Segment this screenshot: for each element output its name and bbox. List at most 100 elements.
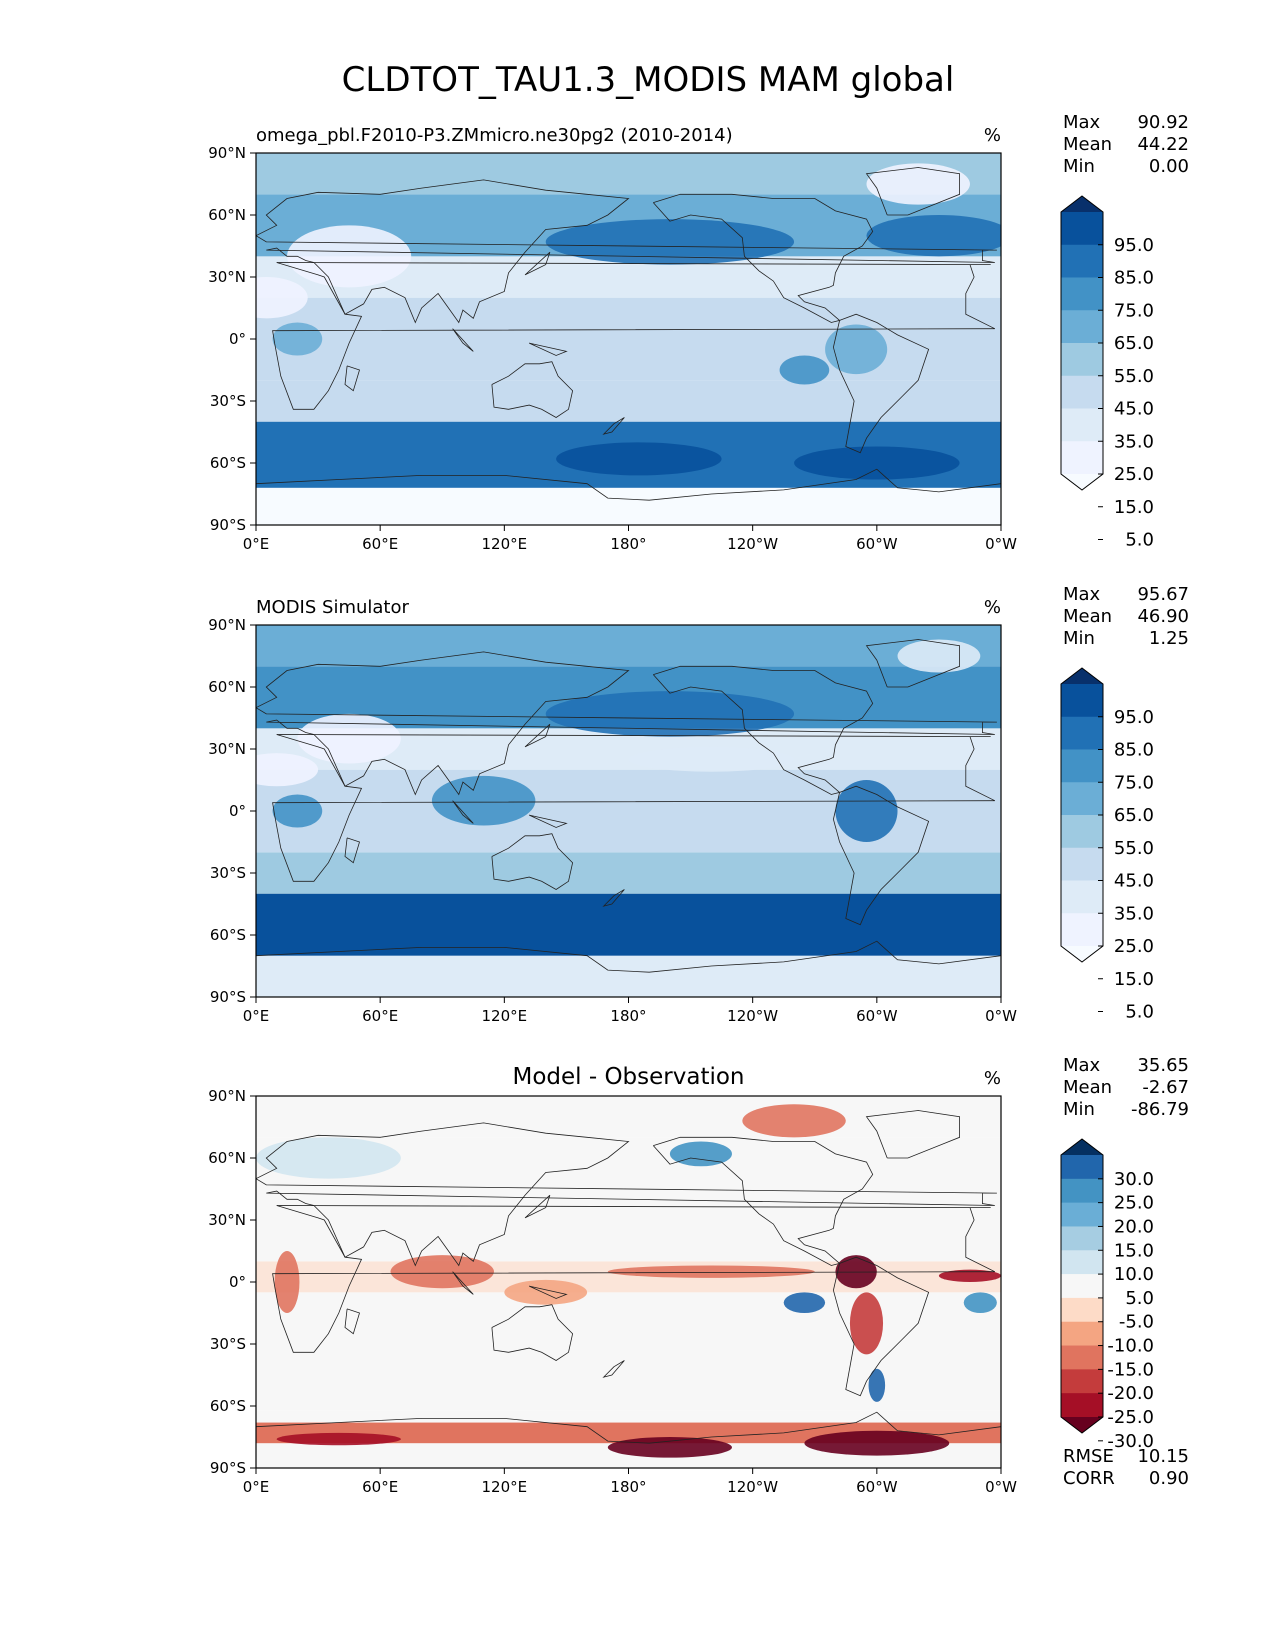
coastline bbox=[256, 179, 997, 324]
coastline bbox=[344, 365, 360, 392]
x-tick-label: 120°E bbox=[482, 1478, 528, 1496]
colorbar-tick-label: 45.0 bbox=[1114, 399, 1154, 420]
coastline bbox=[272, 734, 995, 882]
coastline bbox=[832, 1256, 930, 1397]
field-band bbox=[256, 297, 1001, 381]
coastline bbox=[272, 1205, 995, 1353]
colorbar-tick-label: 55.0 bbox=[1114, 366, 1154, 387]
field-feature bbox=[272, 322, 323, 356]
field-feature bbox=[835, 780, 898, 842]
coastline bbox=[529, 342, 568, 356]
field-band bbox=[256, 625, 1001, 667]
x-tick-label: 0°W bbox=[985, 1478, 1017, 1496]
field-feature bbox=[868, 1368, 886, 1402]
x-tick-label: 180° bbox=[610, 535, 646, 553]
coastline bbox=[256, 651, 997, 796]
coastline bbox=[524, 251, 551, 276]
y-tick-label: 30°S bbox=[210, 864, 246, 882]
coastline bbox=[256, 1411, 1001, 1444]
y-tick-label: 0° bbox=[229, 802, 246, 820]
colorbar-tick-label: 10.0 bbox=[1114, 1264, 1154, 1285]
colorbar-segment bbox=[1061, 474, 1103, 490]
map-field bbox=[256, 153, 1001, 525]
stat-label: Mean bbox=[1063, 134, 1112, 155]
stat-value: 90.92 bbox=[1137, 112, 1189, 133]
colorbar-segment bbox=[1061, 1297, 1103, 1323]
colorbar-tick-label: 15.0 bbox=[1114, 497, 1154, 518]
field-feature bbox=[835, 1255, 877, 1289]
field-feature bbox=[504, 1279, 588, 1305]
colorbar-tick-label: 25.0 bbox=[1114, 936, 1154, 957]
x-tick-label: 60°W bbox=[856, 1007, 898, 1025]
stat-value: 35.65 bbox=[1137, 1055, 1189, 1076]
field-feature bbox=[390, 1255, 494, 1289]
field-band bbox=[256, 487, 1001, 525]
coastline bbox=[653, 193, 874, 323]
field-band bbox=[256, 1292, 1001, 1411]
coastline bbox=[272, 262, 995, 410]
coastline bbox=[832, 313, 930, 454]
field-feature bbox=[849, 1292, 884, 1355]
colorbar-segment bbox=[1061, 310, 1103, 344]
colorbar-tick-label: 65.0 bbox=[1114, 333, 1154, 354]
x-tick-label: 120°W bbox=[727, 1007, 778, 1025]
colorbar-segment bbox=[1061, 1393, 1103, 1418]
colorbar-segment bbox=[1061, 1321, 1103, 1347]
y-tick-label: 60°S bbox=[210, 454, 246, 472]
y-tick-label: 0° bbox=[229, 1273, 246, 1291]
colorbar-segment bbox=[1061, 277, 1103, 311]
colorbar-tick-label: 85.0 bbox=[1114, 740, 1154, 761]
panel-subtitle: omega_pbl.F2010-P3.ZMmicro.ne30pg2 (2010… bbox=[256, 125, 733, 146]
x-tick-label: 0°E bbox=[243, 1007, 270, 1025]
field-band bbox=[256, 1410, 1001, 1423]
stat-label: Max bbox=[1063, 1055, 1101, 1076]
x-tick-label: 60°E bbox=[362, 1478, 398, 1496]
colorbar-tick-label: 65.0 bbox=[1114, 805, 1154, 826]
field-band bbox=[256, 893, 1001, 956]
colorbar-segment bbox=[1061, 1369, 1103, 1394]
x-tick-label: 0°E bbox=[243, 1478, 270, 1496]
x-tick-label: 120°W bbox=[727, 535, 778, 553]
colorbar-tick-label: 25.0 bbox=[1114, 1193, 1154, 1214]
colorbar-segment bbox=[1061, 196, 1103, 212]
colorbar-segment bbox=[1061, 244, 1103, 278]
stat-label: Max bbox=[1063, 112, 1101, 133]
field-feature bbox=[276, 1432, 401, 1446]
coastline bbox=[256, 940, 1001, 973]
field-feature bbox=[256, 277, 308, 319]
coastline bbox=[256, 468, 1001, 501]
y-tick-label: 90°N bbox=[208, 616, 246, 634]
colorbar-tick-label: 5.0 bbox=[1125, 1288, 1154, 1309]
coastline bbox=[491, 833, 574, 890]
colorbar-segment bbox=[1061, 1155, 1103, 1180]
coastline bbox=[491, 1304, 574, 1361]
panel-subtitle: MODIS Simulator bbox=[256, 597, 409, 618]
colorbar-segment bbox=[1061, 684, 1103, 718]
colorbar-tick-label: 5.0 bbox=[1125, 530, 1154, 551]
coastline bbox=[865, 1110, 960, 1159]
stat-value: 10.15 bbox=[1137, 1446, 1189, 1467]
coastline bbox=[256, 1122, 997, 1267]
field-feature bbox=[866, 215, 1001, 257]
panel-1: 0°E 60°E 120°E 180° 120°W 60°W 0°W 90°N 60°N 30°N… bbox=[208, 112, 1189, 553]
colorbar-segment bbox=[1061, 375, 1103, 409]
x-tick-label: 60°E bbox=[362, 1007, 398, 1025]
colorbar-segment bbox=[1061, 913, 1103, 947]
field-band bbox=[256, 1096, 1001, 1138]
x-tick-label: 0°W bbox=[985, 1007, 1017, 1025]
field-feature bbox=[938, 1269, 1001, 1283]
colorbar: 95.0 85.0 75.0 65.0 55.0 45.0 35.0 25.0 15.0 5.0 bbox=[1060, 667, 1154, 1023]
y-tick-label: 90°S bbox=[210, 516, 246, 534]
field-feature bbox=[274, 1251, 300, 1313]
field-feature bbox=[897, 639, 981, 673]
colorbar-tick-label: -5.0 bbox=[1119, 1312, 1154, 1333]
y-tick-label: 30°N bbox=[208, 268, 246, 286]
y-tick-label: 60°N bbox=[208, 1149, 246, 1167]
field-feature bbox=[742, 1104, 846, 1138]
colorbar: 95.0 85.0 75.0 65.0 55.0 45.0 35.0 25.0 15.0 5.0 bbox=[1060, 195, 1154, 551]
stat-label: Min bbox=[1063, 1099, 1095, 1120]
coastline bbox=[529, 1285, 568, 1299]
colorbar-tick-label: 15.0 bbox=[1114, 969, 1154, 990]
stat-value: 0.00 bbox=[1149, 156, 1189, 177]
